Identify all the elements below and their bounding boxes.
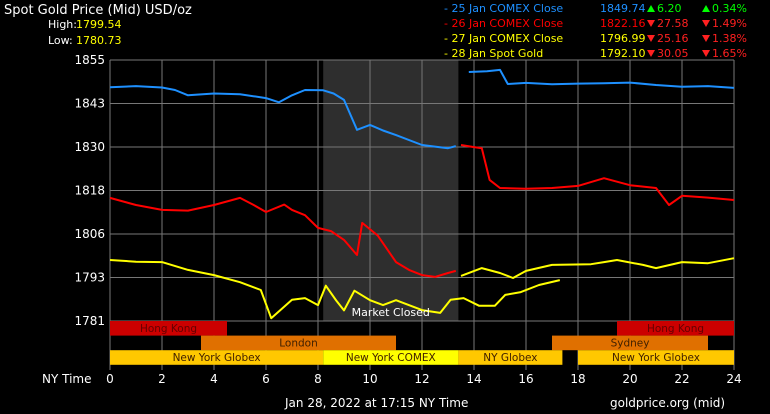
x-tick-label: 24 bbox=[726, 372, 741, 386]
high-value: 1799.54 bbox=[76, 18, 122, 31]
session-bar bbox=[110, 321, 227, 336]
arrow-down-icon bbox=[702, 35, 710, 42]
series-line-1 bbox=[468, 68, 735, 89]
x-tick-label: 16 bbox=[518, 372, 533, 386]
x-tick-label: 22 bbox=[674, 372, 689, 386]
session-label: London bbox=[279, 338, 318, 350]
legend-label: - 27 Jan COMEX Close bbox=[444, 32, 563, 45]
session-bar bbox=[323, 350, 459, 365]
session-bar bbox=[617, 321, 734, 336]
legend-label: - 25 Jan COMEX Close bbox=[444, 2, 563, 15]
legend-label: - 28 Jan Spot Gold bbox=[444, 47, 543, 60]
legend-price: 1849.74 bbox=[600, 2, 646, 15]
legend-pct: 0.34% bbox=[712, 2, 747, 15]
x-tick-label: 2 bbox=[158, 372, 166, 386]
session-label: New York Globex bbox=[612, 352, 700, 364]
y-tick-label: 1781 bbox=[74, 314, 105, 328]
chart-title: Spot Gold Price (Mid) USD/oz bbox=[4, 3, 192, 18]
x-tick-label: 6 bbox=[262, 372, 270, 386]
y-tick-label: 1806 bbox=[74, 227, 105, 241]
series-line-2 bbox=[460, 144, 735, 206]
legend-change: 30.05 bbox=[657, 47, 689, 60]
legend-pct: 1.65% bbox=[712, 47, 747, 60]
arrow-down-icon bbox=[647, 35, 655, 42]
legend-label: - 26 Jan COMEX Close bbox=[444, 17, 563, 30]
y-tick-label: 1843 bbox=[74, 97, 105, 111]
high-label: High: bbox=[48, 18, 77, 31]
footer-timestamp: Jan 28, 2022 at 17:15 NY Time bbox=[284, 396, 468, 410]
series-line-3 bbox=[460, 257, 735, 279]
footer-source[interactable]: goldprice.org (mid) bbox=[610, 396, 725, 410]
x-tick-label: 0 bbox=[106, 372, 114, 386]
legend-change: 27.58 bbox=[657, 17, 689, 30]
x-tick-label: 20 bbox=[622, 372, 637, 386]
y-tick-label: 1818 bbox=[74, 184, 105, 198]
session-bar bbox=[578, 350, 734, 365]
legend-change: 25.16 bbox=[657, 32, 689, 45]
session-label: Sydney bbox=[611, 338, 650, 350]
arrow-down-icon bbox=[647, 20, 655, 27]
arrow-up-icon bbox=[647, 5, 655, 12]
x-tick-label: 18 bbox=[570, 372, 585, 386]
y-tick-label: 1830 bbox=[74, 140, 105, 154]
market-closed-label: Market Closed bbox=[352, 306, 430, 319]
legend-price: 1792.10 bbox=[600, 47, 646, 60]
x-tick-label: 10 bbox=[362, 372, 377, 386]
arrow-down-icon bbox=[702, 20, 710, 27]
series-line-4 bbox=[109, 259, 561, 320]
y-tick-label: 1855 bbox=[74, 53, 105, 67]
legend-pct: 1.49% bbox=[712, 17, 747, 30]
session-label: New York COMEX bbox=[346, 352, 436, 364]
x-axis-label: NY Time bbox=[42, 372, 92, 386]
arrow-down-icon bbox=[647, 50, 655, 57]
session-label: NY Globex bbox=[483, 352, 537, 364]
series-line-1 bbox=[109, 85, 457, 150]
x-tick-label: 4 bbox=[210, 372, 218, 386]
session-bar bbox=[552, 335, 708, 351]
session-bar bbox=[458, 350, 563, 365]
series-line-2 bbox=[109, 196, 457, 278]
session-label: Hong Kong bbox=[140, 323, 197, 335]
session-bar bbox=[201, 335, 396, 351]
session-label: Hong Kong bbox=[647, 323, 704, 335]
legend-price: 1822.16 bbox=[600, 17, 646, 30]
arrow-up-icon bbox=[702, 5, 710, 12]
legend-price: 1796.99 bbox=[600, 32, 646, 45]
session-label: New York Globex bbox=[173, 352, 261, 364]
legend: - 25 Jan COMEX Close 1849.74 6.20 0.34% - 26… bbox=[444, 2, 747, 60]
session-bar bbox=[110, 350, 324, 365]
low-label: Low: bbox=[48, 34, 73, 47]
x-tick-label: 12 bbox=[414, 372, 429, 386]
legend-pct: 1.38% bbox=[712, 32, 747, 45]
y-tick-label: 1793 bbox=[74, 271, 105, 285]
x-tick-label: 14 bbox=[466, 372, 481, 386]
arrow-down-icon bbox=[702, 50, 710, 57]
legend-change: 6.20 bbox=[657, 2, 682, 15]
x-tick-label: 8 bbox=[314, 372, 322, 386]
low-value: 1780.73 bbox=[76, 34, 122, 47]
